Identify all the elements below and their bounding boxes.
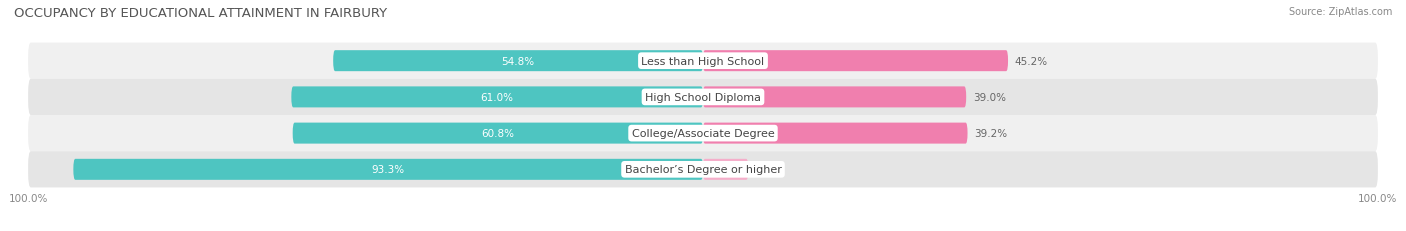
Text: OCCUPANCY BY EDUCATIONAL ATTAINMENT IN FAIRBURY: OCCUPANCY BY EDUCATIONAL ATTAINMENT IN F…	[14, 7, 387, 20]
Text: 93.3%: 93.3%	[371, 165, 405, 175]
FancyBboxPatch shape	[333, 51, 703, 72]
Text: Bachelor’s Degree or higher: Bachelor’s Degree or higher	[624, 165, 782, 175]
FancyBboxPatch shape	[291, 87, 703, 108]
Text: Source: ZipAtlas.com: Source: ZipAtlas.com	[1288, 7, 1392, 17]
Text: 60.8%: 60.8%	[481, 128, 515, 139]
FancyBboxPatch shape	[28, 43, 1378, 79]
Text: 45.2%: 45.2%	[1015, 56, 1047, 66]
Text: College/Associate Degree: College/Associate Degree	[631, 128, 775, 139]
Text: 54.8%: 54.8%	[502, 56, 534, 66]
FancyBboxPatch shape	[703, 159, 748, 180]
FancyBboxPatch shape	[28, 152, 1378, 188]
FancyBboxPatch shape	[28, 116, 1378, 152]
Text: 39.2%: 39.2%	[974, 128, 1008, 139]
Text: 61.0%: 61.0%	[481, 92, 513, 103]
FancyBboxPatch shape	[292, 123, 703, 144]
FancyBboxPatch shape	[703, 87, 966, 108]
FancyBboxPatch shape	[703, 123, 967, 144]
Text: 39.0%: 39.0%	[973, 92, 1005, 103]
FancyBboxPatch shape	[703, 51, 1008, 72]
Text: 6.7%: 6.7%	[755, 165, 782, 175]
Text: High School Diploma: High School Diploma	[645, 92, 761, 103]
FancyBboxPatch shape	[73, 159, 703, 180]
Text: Less than High School: Less than High School	[641, 56, 765, 66]
FancyBboxPatch shape	[28, 79, 1378, 116]
